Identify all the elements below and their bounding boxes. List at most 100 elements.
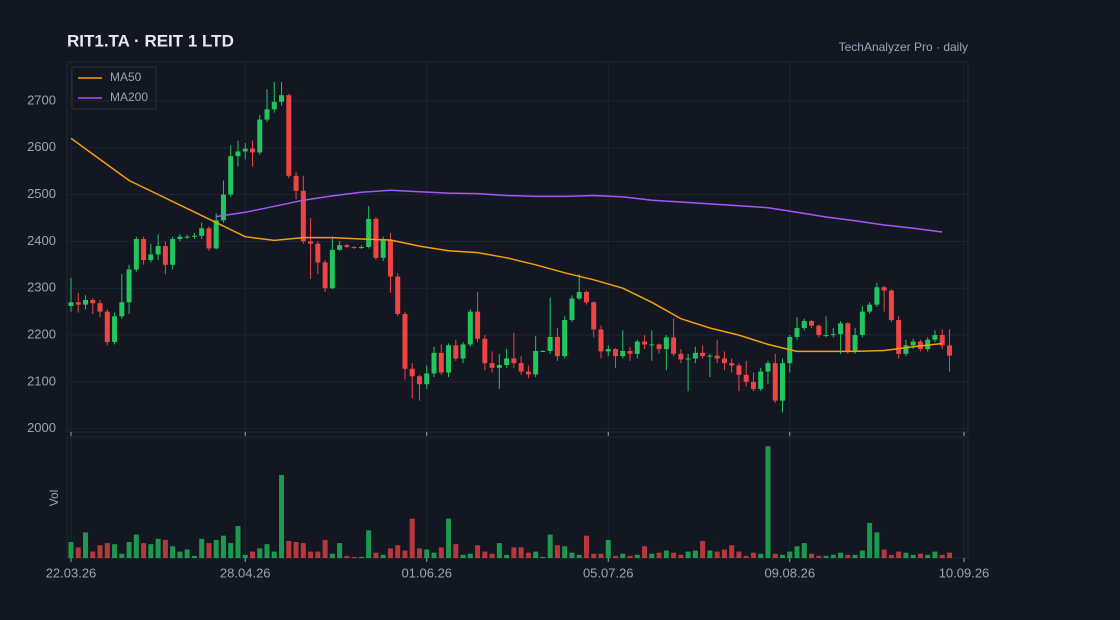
volume-bar xyxy=(250,551,255,558)
candle-body xyxy=(656,344,662,350)
candle-body xyxy=(903,345,909,354)
y-tick-label: 2200 xyxy=(27,326,56,341)
volume-bar xyxy=(525,552,531,558)
chart-subtitle: TechAnalyzer Pro · daily xyxy=(839,40,968,54)
candle-body xyxy=(83,299,89,305)
volume-bar xyxy=(925,554,931,558)
candle-body xyxy=(765,363,771,372)
candle-body xyxy=(750,381,756,389)
candle-body xyxy=(721,358,727,364)
volume-bar xyxy=(750,552,756,558)
candle-body xyxy=(671,337,677,354)
candle-body xyxy=(431,352,437,374)
volume-bar xyxy=(867,522,873,558)
candle-body xyxy=(75,302,81,305)
volume-bar xyxy=(533,551,539,558)
volume-bar xyxy=(300,543,306,558)
volume-bar xyxy=(809,553,815,558)
candle-body xyxy=(569,298,575,321)
volume-bar xyxy=(823,555,829,558)
candle-body xyxy=(133,239,139,270)
volume-bar xyxy=(707,550,713,558)
volume-bar xyxy=(780,554,785,558)
candle-body xyxy=(119,302,125,317)
x-tick-label: 05.07.26 xyxy=(583,565,634,580)
ma-line xyxy=(70,137,943,353)
candle-body xyxy=(387,240,393,277)
candle-body xyxy=(591,302,597,330)
candle-body xyxy=(279,95,285,102)
candle-body xyxy=(896,320,902,354)
candle-body xyxy=(707,355,713,357)
volume-bar xyxy=(162,539,168,558)
candle-body xyxy=(402,313,408,369)
candle-body xyxy=(540,350,546,352)
volume-bar xyxy=(816,555,822,558)
volume-bar xyxy=(475,545,481,558)
volume-bar xyxy=(264,544,270,558)
volume-bar xyxy=(845,554,851,558)
volume-bar xyxy=(220,535,226,558)
candle-body xyxy=(743,374,749,382)
y-tick-label: 2300 xyxy=(27,280,56,295)
volume-bar xyxy=(416,548,422,558)
candle-body xyxy=(794,328,800,337)
candle-body xyxy=(170,239,176,265)
volume-bar xyxy=(562,546,568,558)
volume-bar xyxy=(344,555,350,558)
volume-bar xyxy=(75,547,81,558)
candle-body xyxy=(772,363,778,401)
candle-body xyxy=(845,323,851,352)
volume-bar xyxy=(308,551,314,558)
candle-body xyxy=(932,335,938,340)
candle-body xyxy=(395,276,401,314)
candle-body xyxy=(801,321,807,329)
x-tick-label: 09.08.26 xyxy=(764,565,815,580)
volume-bar xyxy=(852,554,858,558)
volume-bar xyxy=(482,551,488,558)
candle-body xyxy=(380,240,386,258)
candle-body xyxy=(228,156,234,195)
candle-body xyxy=(191,235,197,237)
volume-bar xyxy=(366,530,372,558)
volume-bar xyxy=(656,552,662,558)
candle-body xyxy=(809,321,815,326)
volume-bar xyxy=(228,543,234,558)
candle-body xyxy=(264,109,270,120)
volume-bar xyxy=(460,554,466,558)
volume-bar xyxy=(939,554,945,558)
candle-body xyxy=(322,262,328,289)
volume-bar xyxy=(736,551,742,558)
volume-bar xyxy=(424,549,430,558)
x-tick-label: 01.06.26 xyxy=(401,565,452,580)
volume-bar xyxy=(337,543,343,558)
volume-bar xyxy=(511,547,517,558)
x-tick-label: 28.04.26 xyxy=(220,565,271,580)
candle-body xyxy=(104,311,110,343)
volume-bar xyxy=(859,550,865,558)
candle-body xyxy=(562,320,568,357)
candle-body xyxy=(518,363,524,372)
volume-bar xyxy=(917,553,923,558)
candle-body xyxy=(620,350,626,357)
volume-bar xyxy=(801,543,807,558)
volume-bar xyxy=(729,545,735,558)
volume-bar xyxy=(293,542,299,558)
volume-bar xyxy=(830,554,836,558)
volume-bar xyxy=(97,545,103,558)
candle-body xyxy=(250,148,255,153)
volume-bar xyxy=(591,553,597,558)
volume-bar xyxy=(772,553,778,558)
volume-bar xyxy=(569,552,575,558)
y-tick-label: 2600 xyxy=(27,139,56,154)
volume-bar xyxy=(329,553,335,558)
volume-bar xyxy=(119,553,125,558)
volume-bar xyxy=(358,556,364,558)
volume-bar xyxy=(315,551,321,558)
candle-body xyxy=(409,368,415,377)
volume-bar xyxy=(896,551,902,558)
candle-body xyxy=(888,290,894,321)
volume-bar xyxy=(613,555,619,558)
candle-body xyxy=(576,291,582,299)
